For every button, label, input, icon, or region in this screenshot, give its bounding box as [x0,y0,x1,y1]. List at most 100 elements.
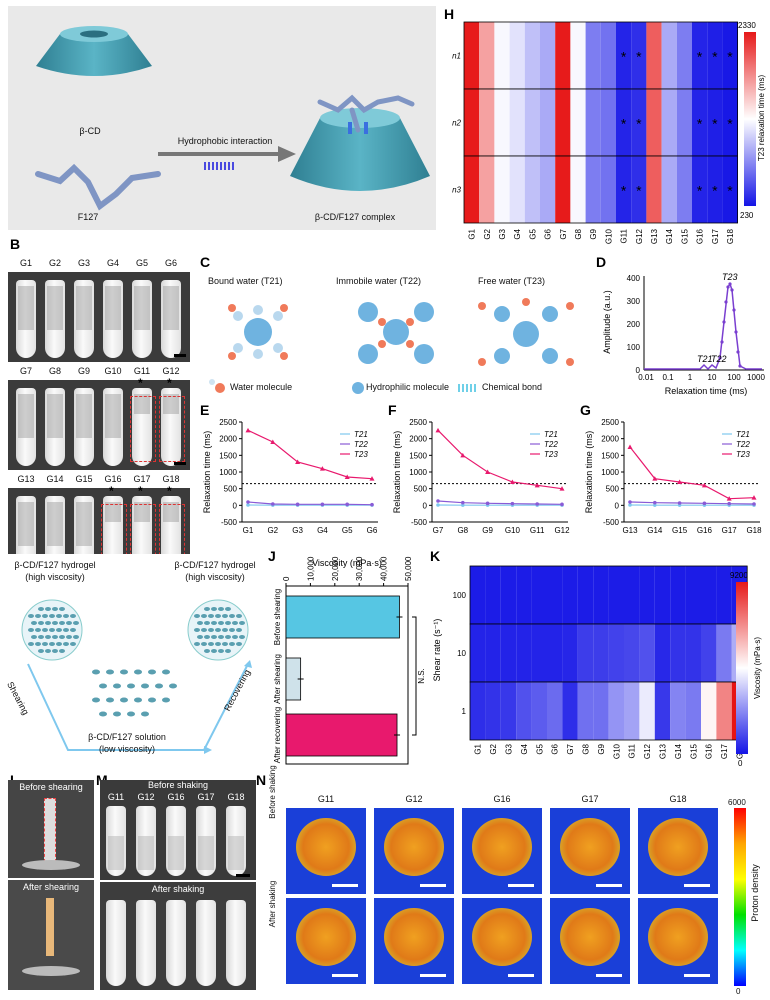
n-sample-disk [472,908,532,966]
legend-icons [209,379,476,394]
legend-label: T23 [544,450,558,459]
scale-bar [420,884,446,887]
k-cell [547,682,563,740]
k-cell [716,566,732,624]
arrow-icon [158,146,296,170]
j-xtick: 30,000 [355,556,364,581]
l-after-label: After shearing [22,882,80,892]
xtick: G14 [647,526,663,535]
h-col-label: G14 [665,228,674,244]
h-cbar-max: 2330 [738,21,756,30]
b-star: * [109,484,114,498]
arrow-icon [244,660,252,668]
series-line [247,429,373,480]
h-star: * [727,116,733,132]
n-group-label: G18 [669,794,687,804]
n-sample-disk [296,908,356,966]
j-bracket [412,616,417,736]
h-star: * [697,116,703,132]
m-group-label: G18 [227,792,245,802]
d-ytick: 300 [627,297,641,306]
b-group-label: G11 [133,366,151,376]
j-xtick: 40,000 [380,556,389,581]
k-cell [547,624,563,682]
b-tube [16,280,36,358]
h-cell [722,156,738,223]
d-peak-t22: T22 [711,354,727,364]
h-cell [585,156,601,223]
d-xtick: 1 [688,373,693,382]
k-cell [716,624,732,682]
h-col-label: G4 [513,228,522,239]
h-cell [464,22,480,89]
j-bar-label: After shearing [273,654,282,704]
h-star: * [636,183,642,199]
ytick: 1000 [409,468,427,477]
xtick: G3 [292,526,303,535]
h-col-label: G9 [589,228,598,239]
data-point [461,500,465,505]
b-highlight-box [159,396,185,462]
h-cell [585,89,601,156]
d-xtick: 0.1 [662,373,674,382]
scale-bar [508,974,534,977]
h-cell [616,156,632,223]
k-cell [500,566,517,624]
ytick: 2000 [219,435,237,444]
k-cbar-max: 9200 [730,571,748,580]
k-cell [624,566,640,624]
legend-label: T21 [354,430,368,439]
complex-illustration [290,94,430,191]
b-star: * [138,484,143,498]
k-cell [562,682,578,740]
h-cell [540,22,556,89]
complex-label: β-CD/F127 complex [314,212,396,222]
k-col-label: G2 [489,743,498,754]
b-gel [163,394,179,414]
data-point [509,479,515,484]
h-cell [540,89,556,156]
scale-bar [332,884,358,887]
k-cell [470,624,486,682]
h-cell [616,22,632,89]
b-star: * [167,376,172,390]
n-group-label: G17 [581,794,599,804]
scale-bar [236,874,250,877]
b-tube [103,280,123,358]
h-col-label: G13 [650,228,659,244]
xtick: G4 [317,526,328,535]
h-col-label: G2 [483,228,492,239]
k-cell [701,682,717,740]
ytick: -500 [603,518,620,527]
ytick: 2000 [601,435,619,444]
series-line [437,429,563,490]
k-cell [608,566,624,624]
xtick: G6 [367,526,378,535]
h-cell [555,156,571,223]
d-ytick: 0 [636,366,641,375]
k-cbar-label: Viscosity (mPa·s) [753,637,762,699]
b-gel [18,286,34,330]
k-cell [593,566,609,624]
m-tube-after [166,900,186,986]
hydrogel-left-icon [21,599,83,661]
m-liquid [138,836,154,870]
solution-icon [92,669,177,717]
ytick: 1000 [601,468,619,477]
data-point [345,502,349,507]
hydrogel-right-icon [187,599,249,661]
k-col-label: G13 [659,743,668,759]
k-cell [577,682,594,740]
b-gel [134,286,150,330]
data-point [461,503,465,507]
data-point [751,495,757,500]
panel-label-b: B [10,236,21,252]
j-xtick: 20,000 [331,556,340,581]
h-cell [692,22,708,89]
panel-j-chart: Viscosity (mPa·s) 0 10,000 20,000 30,000 40,0… [273,556,426,765]
k-col-label: G6 [551,743,560,754]
xtick: G11 [530,526,545,535]
h-cell [631,156,647,223]
scale-bar [684,974,710,977]
k-cell [608,624,624,682]
